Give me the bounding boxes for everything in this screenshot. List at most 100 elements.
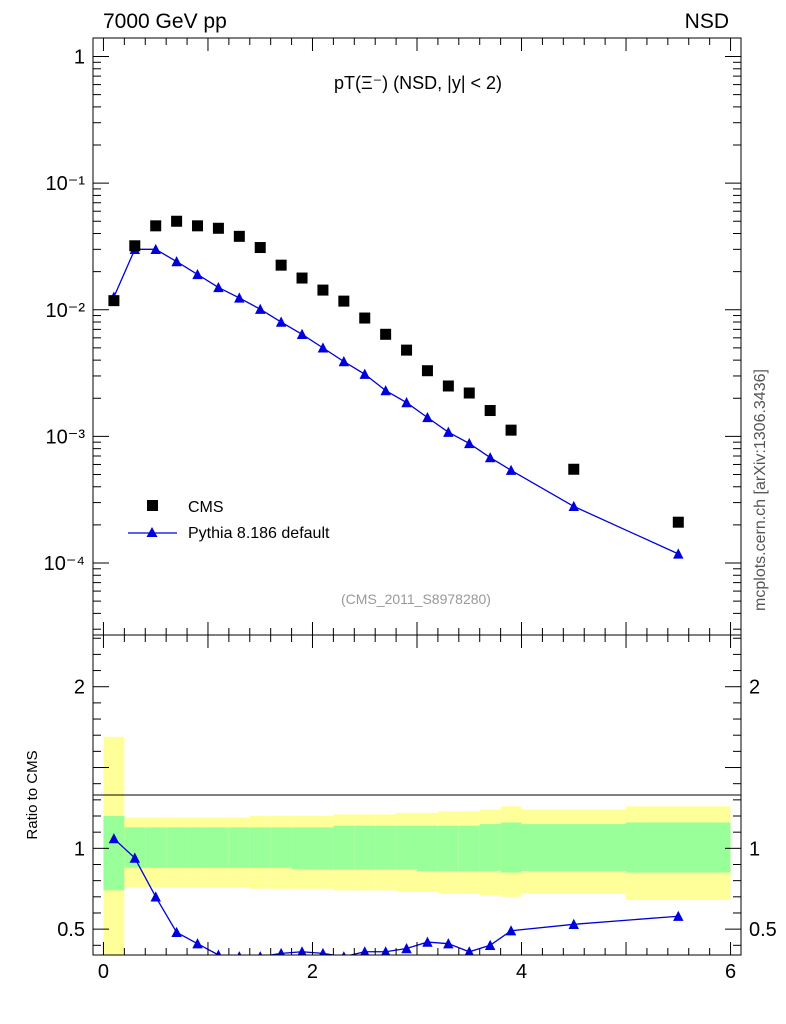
cms-point	[233, 230, 245, 242]
inner-band-bin	[521, 824, 627, 871]
axes: 0 2 4 6 10⁻⁴ 10⁻³ 10⁻² 10⁻¹ 1 0.5 0.5 1 1 2 2	[44, 37, 777, 983]
cms-point	[380, 328, 392, 340]
ratio-pythia-point	[568, 918, 579, 929]
pythia-point	[484, 452, 496, 463]
ratio-y-tick-label-right: 1	[749, 838, 760, 860]
pythia-point	[234, 292, 245, 303]
legend-cms-label: CMS	[188, 499, 224, 516]
legend-pythia-label: Pythia 8.186 default	[188, 525, 330, 542]
ratio-pythia-point	[505, 925, 517, 936]
ratio-pythia-point	[129, 852, 141, 863]
ratio-pythia-point	[237, 951, 242, 955]
ratio-y-tick-label: 0.5	[57, 919, 85, 941]
x-tick-label: 4	[516, 961, 527, 983]
cms-point	[359, 312, 371, 324]
inner-band-bin	[228, 827, 250, 868]
y-tick-label: 10⁻³	[46, 426, 86, 448]
ratio-pythia-point	[443, 938, 454, 949]
cms-point	[442, 380, 454, 392]
inner-band-bin	[500, 822, 522, 873]
x-tick-label: 0	[98, 961, 109, 983]
cms-point	[421, 365, 433, 377]
legend-pythia-marker	[146, 527, 158, 537]
watermark: (CMS_2011_S8978280)	[341, 591, 491, 607]
cms-point	[192, 220, 204, 232]
ratio-pythia-point	[381, 946, 391, 955]
cms-point	[672, 516, 684, 528]
inner-band-bin	[312, 827, 334, 870]
inner-band-bin	[291, 827, 313, 870]
cms-point	[150, 220, 162, 232]
ratio-y-tick-label-right: 2	[749, 677, 760, 699]
side-label: mcplots.cern.ch [arXiv:1306.3436]	[752, 369, 769, 611]
x-tick-label: 6	[725, 961, 736, 983]
ratio-pythia-point	[422, 936, 433, 947]
cms-point	[317, 284, 329, 296]
pythia-point	[255, 303, 266, 314]
cms-point	[505, 424, 517, 436]
ratio-pythia-point	[192, 938, 203, 949]
pythia-point	[338, 356, 350, 367]
inner-band-bin	[437, 825, 459, 871]
pythia-point	[296, 328, 308, 339]
inner-band-bin	[187, 827, 208, 868]
pythia-point	[568, 500, 579, 512]
pythia-point	[464, 437, 475, 449]
ratio-y-tick-label: 2	[74, 677, 85, 699]
inner-band-bin	[249, 827, 271, 868]
cms-point	[129, 240, 141, 252]
ratio-pythia-point	[215, 949, 222, 955]
cms-point	[401, 344, 413, 356]
inner-band-bin	[207, 827, 229, 868]
ratio-pythia-point	[297, 946, 307, 955]
ratio-pythia-point	[171, 926, 182, 938]
pythia-point	[673, 548, 684, 559]
ratio-ylabel: Ratio to CMS	[24, 750, 41, 839]
pythia-point	[275, 316, 287, 327]
pythia-point	[317, 342, 329, 353]
ratio-pythia-point	[341, 951, 346, 955]
legend: CMS Pythia 8.186 default	[128, 499, 330, 542]
y-tick-label: 10⁻¹	[46, 173, 86, 195]
legend-cms-marker	[147, 500, 158, 511]
cms-point	[338, 295, 350, 307]
y-tick-label: 10⁻²	[46, 300, 86, 322]
chart-title: pT(Ξ⁻) (NSD, |y| < 2)	[334, 73, 502, 93]
process-label: NSD	[685, 10, 729, 33]
cms-point	[296, 272, 308, 284]
cms-point	[212, 222, 224, 234]
pythia-point	[401, 397, 412, 408]
pythia-line	[113, 248, 679, 555]
inner-band-bin	[270, 827, 292, 868]
inner-band-bin	[103, 816, 125, 891]
cms-point	[568, 463, 580, 475]
inner-band-bin	[396, 825, 417, 870]
cms-point	[463, 387, 475, 399]
pythia-point	[380, 385, 391, 396]
y-tick-label: 10⁻⁴	[44, 553, 85, 575]
inner-band-bin	[145, 827, 167, 868]
main-frame	[92, 37, 742, 636]
inner-band-bin	[166, 827, 188, 868]
ratio-uncertainty-bands	[103, 736, 731, 955]
ratio-pythia-point	[484, 939, 496, 950]
ratio-pythia-point	[150, 891, 161, 902]
ratio-pythia-point	[277, 947, 285, 955]
cms-point	[108, 295, 120, 307]
pythia-point	[150, 243, 161, 255]
ratio-pythia-point	[360, 946, 370, 955]
cms-point	[171, 215, 183, 227]
ratio-pythia-point	[401, 943, 412, 954]
pythia-point	[443, 426, 454, 437]
x-tick-label: 2	[307, 961, 318, 983]
pythia-point	[213, 281, 224, 293]
cms-point	[254, 242, 266, 254]
ratio-pythia-point	[108, 833, 120, 844]
pythia-point	[505, 464, 517, 475]
pythia-point	[359, 368, 370, 379]
inner-band-bin	[124, 827, 146, 868]
pythia-point	[192, 268, 203, 280]
ratio-pythia-point	[673, 910, 684, 921]
ratio-y-tick-label-right: 0.5	[749, 919, 777, 941]
